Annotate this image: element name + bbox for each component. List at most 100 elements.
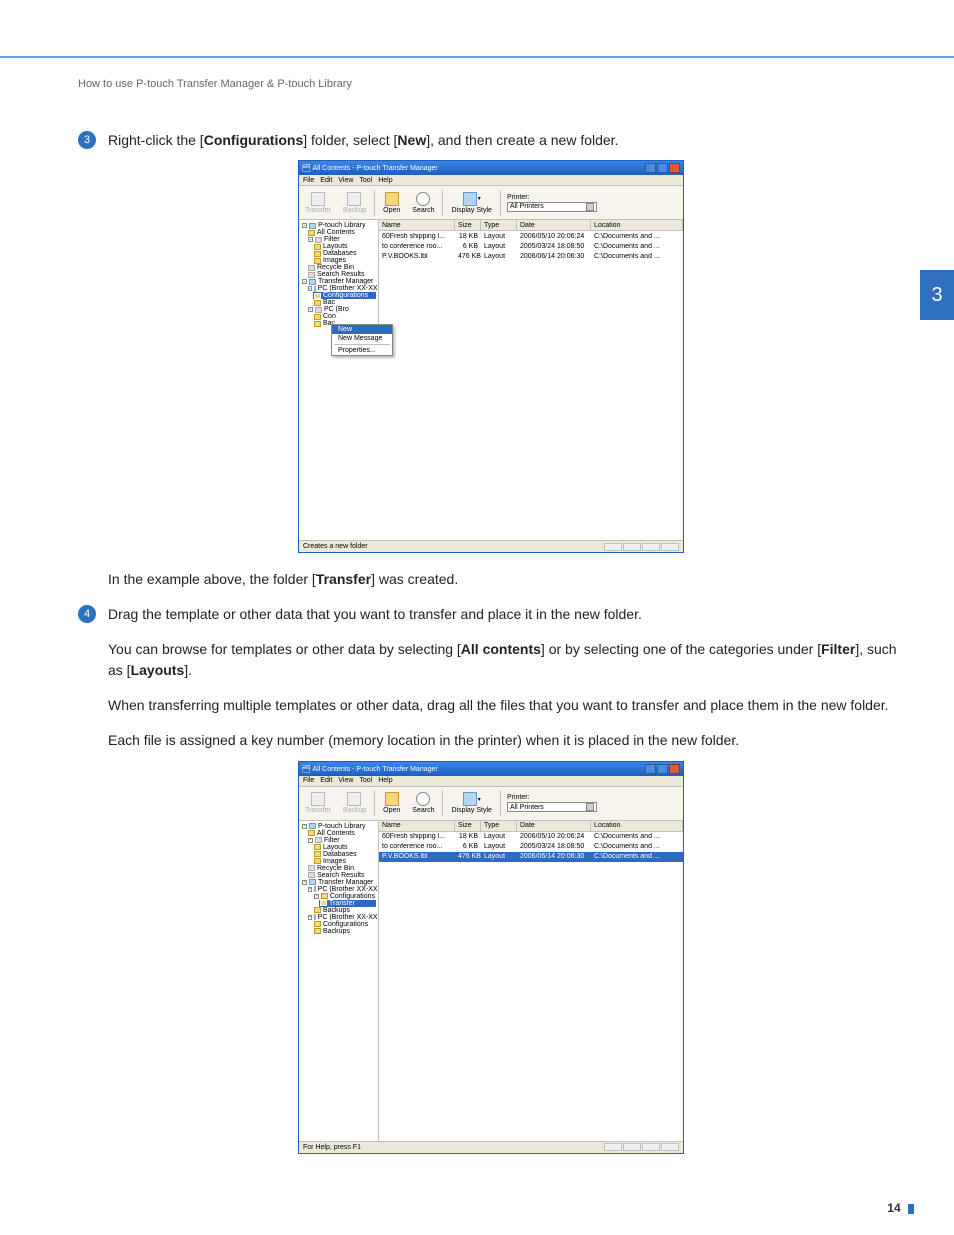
expand-icon[interactable]: - (308, 838, 313, 843)
tree-databases[interactable]: Databases (313, 250, 376, 257)
menu-view[interactable]: View (338, 177, 353, 184)
toolbar-display[interactable]: ▾ Display Style (445, 790, 497, 816)
toolbar-open[interactable]: Open (377, 190, 406, 216)
tree-all-contents[interactable]: All Contents (307, 830, 376, 837)
window-titlebar: 🗂 All Contents - P-touch Transfer Manage… (299, 762, 683, 776)
expand-icon[interactable]: - (308, 237, 313, 242)
expand-icon[interactable]: - (308, 286, 312, 291)
context-menu-new[interactable]: New (332, 325, 392, 334)
col-location[interactable]: Location (591, 220, 683, 231)
list-row[interactable]: 60Fresh shipping l...18 KBLayout2006/05/… (379, 832, 683, 842)
tree-pc2[interactable]: -PC (Bro (307, 306, 376, 313)
col-type[interactable]: Type (481, 821, 517, 832)
menu-tool[interactable]: Tool (359, 777, 372, 784)
display-icon (463, 792, 477, 806)
toolbar-printer: Printer: All Printers (503, 192, 601, 214)
col-size[interactable]: Size (455, 821, 481, 832)
tree-tm[interactable]: -Transfer Manager (301, 879, 376, 886)
close-icon[interactable] (669, 163, 680, 173)
tree-configurations[interactable]: -Configurations (313, 893, 376, 900)
expand-icon[interactable]: - (302, 279, 307, 284)
list-row[interactable]: to conference roo...6 KBLayout2005/03/24… (379, 241, 683, 251)
minimize-icon[interactable] (645, 764, 656, 774)
toolbar-transfer[interactable]: Transfer (299, 190, 337, 216)
tree-panel: -P-touch Library All Contents -Filter La… (299, 220, 379, 329)
toolbar-display[interactable]: ▾ Display Style (445, 190, 497, 216)
tree-images[interactable]: Images (313, 858, 376, 865)
minimize-icon[interactable] (645, 163, 656, 173)
expand-icon[interactable]: - (308, 307, 313, 312)
page-number: 14 (887, 1201, 900, 1215)
toolbar-backup[interactable]: Backup (337, 790, 372, 816)
list-row[interactable]: to conference roo...6 KBLayout2005/03/24… (379, 842, 683, 852)
tree-search-results[interactable]: Search Results (307, 872, 376, 879)
tree-backups[interactable]: Backups (313, 907, 376, 914)
col-name[interactable]: Name (379, 821, 455, 832)
toolbar-search[interactable]: Search (406, 190, 440, 216)
expand-icon[interactable]: - (314, 894, 319, 899)
col-name[interactable]: Name (379, 220, 455, 231)
tree-images[interactable]: Images (313, 257, 376, 264)
expand-icon[interactable]: - (302, 223, 307, 228)
tree-root[interactable]: -P-touch Library (301, 823, 376, 830)
cell-size: 6 KB (455, 843, 481, 850)
list-row[interactable]: P.V.BOOKS.lbl476 KBLayout2006/06/14 20:0… (379, 852, 683, 862)
tree-pc1[interactable]: -PC (Brother XX-XXXX) (307, 886, 376, 893)
context-menu-new-message[interactable]: New Message (332, 334, 392, 343)
tree-configurations[interactable]: Configurations (313, 292, 376, 299)
toolbar-open[interactable]: Open (377, 790, 406, 816)
tree-databases[interactable]: Databases (313, 851, 376, 858)
col-date[interactable]: Date (517, 821, 591, 832)
list-row[interactable]: P.V.BOOKS.lbl476 KBLayout2006/06/14 20:0… (379, 251, 683, 261)
col-type[interactable]: Type (481, 220, 517, 231)
tree-search-results[interactable]: Search Results (307, 271, 376, 278)
menu-file[interactable]: File (303, 777, 314, 784)
col-date[interactable]: Date (517, 220, 591, 231)
menu-file[interactable]: File (303, 177, 314, 184)
col-size[interactable]: Size (455, 220, 481, 231)
col-location[interactable]: Location (591, 821, 683, 832)
printer-label: Printer: (507, 194, 597, 201)
menu-help[interactable]: Help (378, 777, 392, 784)
list-row[interactable]: 60Fresh shipping l...18 KBLayout2006/05/… (379, 231, 683, 241)
menu-help[interactable]: Help (378, 177, 392, 184)
tree-filter[interactable]: -Filter (307, 837, 376, 844)
printer-select[interactable]: All Printers (507, 202, 597, 212)
tree-root[interactable]: -P-touch Library (301, 222, 376, 229)
tree-layouts[interactable]: Layouts (313, 243, 376, 250)
expand-icon[interactable]: - (302, 880, 307, 885)
pc-icon (314, 886, 316, 892)
expand-icon[interactable]: - (302, 824, 307, 829)
tree-all-contents[interactable]: All Contents (307, 229, 376, 236)
context-menu-properties[interactable]: Properties... (332, 346, 392, 355)
tree-bac[interactable]: Bac (313, 299, 376, 306)
maximize-icon[interactable] (657, 163, 668, 173)
tree-transfer[interactable]: Transfer (319, 900, 376, 907)
tree-layouts[interactable]: Layouts (313, 844, 376, 851)
tree-pc1[interactable]: -PC (Brother XX-XXXX) (307, 285, 376, 292)
tree-tm[interactable]: -Transfer Manager (301, 278, 376, 285)
toolbar-transfer[interactable]: Transfer (299, 790, 337, 816)
toolbar-search[interactable]: Search (406, 790, 440, 816)
menu-view[interactable]: View (338, 777, 353, 784)
tree-recycle[interactable]: Recycle Bin (307, 865, 376, 872)
tree-filter[interactable]: -Filter (307, 236, 376, 243)
close-icon[interactable] (669, 764, 680, 774)
tree-con2[interactable]: Con (313, 313, 376, 320)
folder-icon (314, 321, 321, 327)
menu-edit[interactable]: Edit (320, 777, 332, 784)
tree-backups2[interactable]: Backups (313, 928, 376, 935)
backup-icon (347, 792, 361, 806)
tree-configurations2[interactable]: Configurations (313, 921, 376, 928)
label: Configurations (323, 921, 368, 928)
expand-icon[interactable]: - (308, 915, 312, 920)
cell-date: 2005/03/24 18:08:50 (517, 843, 591, 850)
tree-pc2[interactable]: -PC (Brother XX-XXXX) (307, 914, 376, 921)
menu-tool[interactable]: Tool (359, 177, 372, 184)
toolbar-backup[interactable]: Backup (337, 190, 372, 216)
printer-select[interactable]: All Printers (507, 802, 597, 812)
tree-recycle[interactable]: Recycle Bin (307, 264, 376, 271)
menu-edit[interactable]: Edit (320, 177, 332, 184)
maximize-icon[interactable] (657, 764, 668, 774)
expand-icon[interactable]: - (308, 887, 312, 892)
